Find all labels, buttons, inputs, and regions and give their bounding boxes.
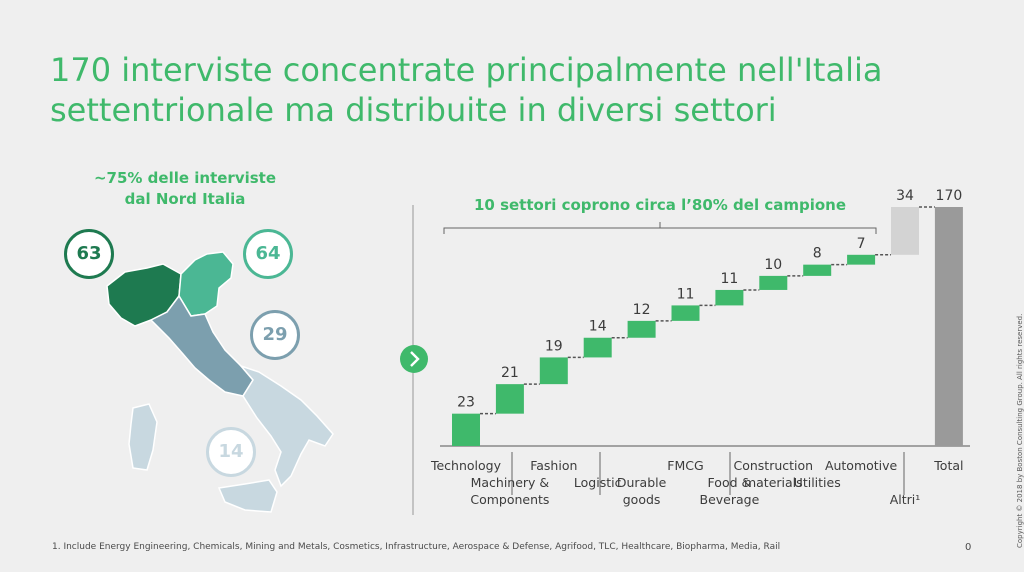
tick-label: Utilities — [794, 475, 841, 490]
data-label: 7 — [857, 236, 866, 252]
bar — [715, 289, 744, 306]
tick-label: Total — [933, 458, 963, 473]
bar — [759, 275, 788, 290]
bar — [671, 305, 700, 321]
bubble-value: 64 — [255, 243, 281, 264]
tick-label-line: Logistic — [574, 475, 622, 490]
tick-label-line: Total — [933, 458, 963, 473]
bar — [847, 254, 876, 265]
bubble-value: 29 — [262, 324, 288, 345]
tick-label-line: Automotive — [825, 458, 898, 473]
data-label: 21 — [501, 365, 519, 381]
bar — [803, 264, 832, 276]
copyright-notice: Copyright © 2018 by Boston Consulting Gr… — [1016, 313, 1024, 548]
region-bubble-northeast: 64 — [243, 229, 293, 279]
tick-label-line: Durable — [617, 475, 667, 490]
bar — [583, 337, 612, 358]
map-heading: ~75% delle interviste dal Nord Italia — [60, 168, 310, 210]
tick-label-line: FMCG — [667, 458, 703, 473]
bar — [452, 413, 480, 446]
bar — [891, 207, 919, 255]
tick-label-line: Altri¹ — [890, 492, 921, 507]
tick-label: FMCG — [667, 458, 703, 473]
chevron-right-icon — [410, 351, 420, 367]
tick-label-line: Fashion — [530, 458, 577, 473]
next-arrow-button[interactable] — [400, 345, 428, 373]
data-label: 10 — [764, 257, 782, 273]
data-label: 14 — [589, 319, 607, 335]
data-label: 19 — [545, 338, 563, 354]
tick-label-line: Construction — [734, 458, 814, 473]
data-label: 12 — [633, 302, 651, 318]
region-bubble-northwest: 63 — [64, 229, 114, 279]
tick-label: Technology — [430, 458, 502, 473]
data-label: 11 — [677, 286, 695, 302]
footnote: 1. Include Energy Engineering, Chemicals… — [52, 542, 781, 552]
bubble-value: 14 — [218, 441, 244, 462]
tick-label: Machinery & Components — [470, 475, 549, 507]
tick-label-line: materials — [744, 475, 803, 490]
tick-label-line: Utilities — [794, 475, 841, 490]
data-label: 23 — [457, 395, 475, 411]
map-heading-line1: ~75% delle interviste — [93, 169, 277, 187]
bubble-value: 63 — [76, 243, 102, 264]
bracket-label: 10 settori coprono circa l’80% del campi… — [474, 196, 846, 214]
tick-label: Altri¹ — [890, 492, 921, 507]
bracket — [443, 222, 877, 234]
region-bubble-centre: 29 — [250, 310, 300, 360]
bar — [495, 384, 524, 414]
bar — [627, 320, 656, 338]
italy-map — [106, 251, 334, 513]
tick-label: Durable goods — [617, 475, 667, 507]
map-heading-line2: dal Nord Italia — [124, 190, 246, 208]
page-number: 0 — [965, 542, 972, 553]
bar — [934, 207, 963, 446]
tick-label-line: goods — [623, 492, 661, 507]
tick-label-line: Components — [470, 492, 549, 507]
map-region-sardinia — [128, 403, 158, 471]
region-bubble-south: 14 — [206, 427, 256, 477]
data-label: 170 — [936, 188, 963, 204]
tick-label: Fashion — [530, 458, 577, 473]
data-label: 8 — [813, 246, 822, 262]
data-label: 34 — [896, 188, 914, 204]
tick-label-line: Beverage — [700, 492, 760, 507]
tick-label: Logistic — [574, 475, 622, 490]
tick-label-line: Technology — [430, 458, 502, 473]
data-label: 11 — [720, 271, 738, 287]
tick-label: Construction materials — [734, 458, 814, 490]
waterfall-chart: 23 Technology 21 Machinery & Components 19 Fas… — [430, 188, 970, 507]
bar — [539, 357, 568, 385]
tick-label: Automotive — [825, 458, 898, 473]
tick-label-line: Machinery & — [471, 475, 550, 490]
page-title: 170 interviste concentrate principalment… — [50, 51, 883, 129]
map-region-sicily — [217, 479, 278, 513]
map-region-south — [238, 364, 334, 488]
